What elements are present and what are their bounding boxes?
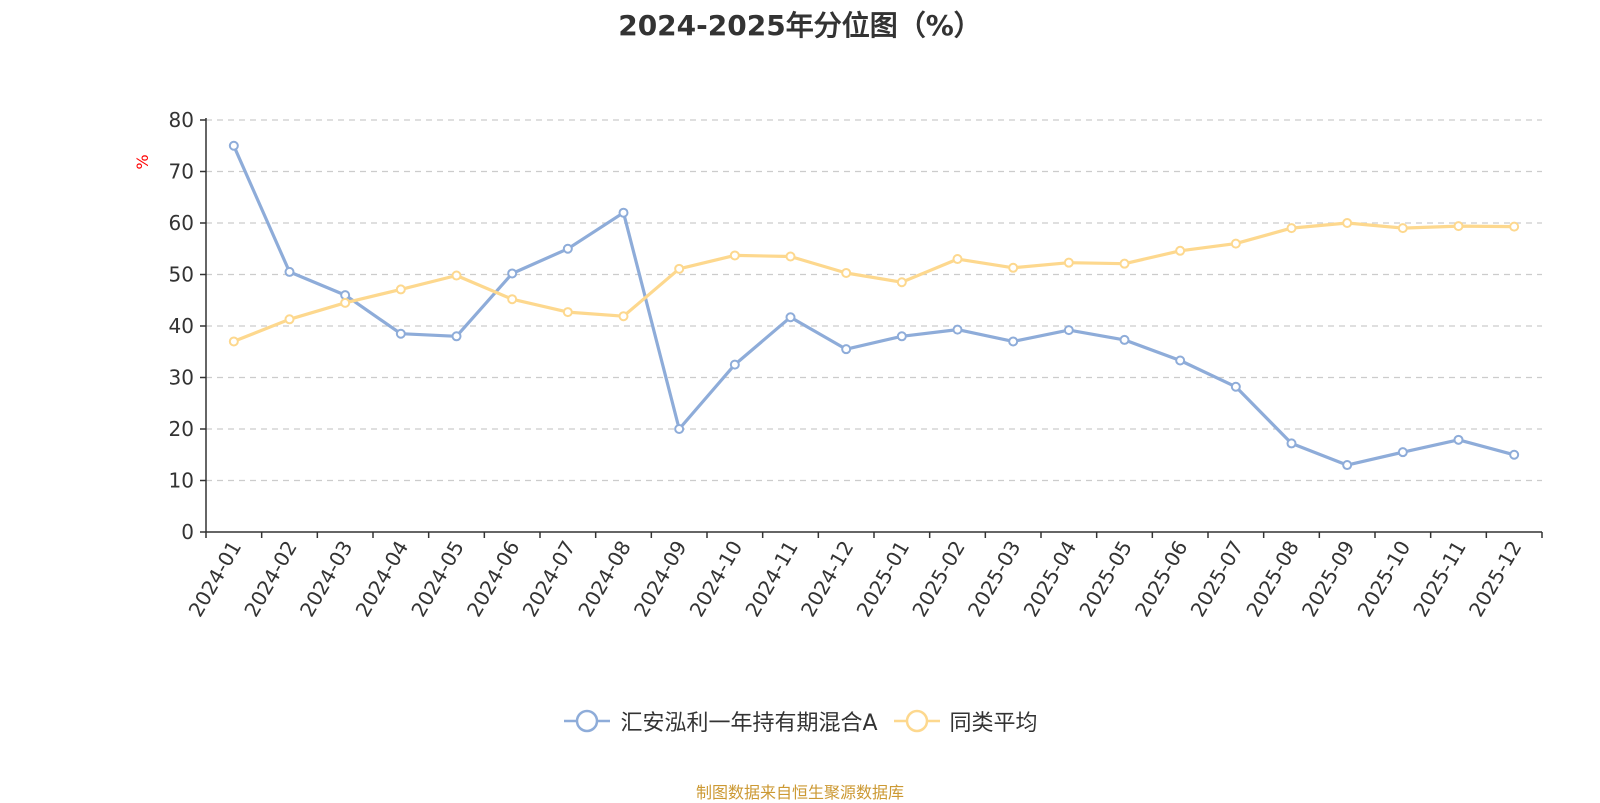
- data-point: [1509, 449, 1520, 460]
- data-point: [1453, 434, 1464, 445]
- data-point: [618, 311, 629, 322]
- x-tick-label: 2024-06: [462, 537, 525, 621]
- data-point: [1397, 223, 1408, 234]
- data-point: [1008, 336, 1019, 347]
- data-point: [507, 294, 518, 305]
- data-point: [1008, 262, 1019, 273]
- y-tick-label: 70: [169, 160, 194, 184]
- x-tick-label: 2024-05: [406, 537, 469, 621]
- data-point: [618, 207, 629, 218]
- data-point: [228, 336, 239, 347]
- data-point: [1063, 325, 1074, 336]
- x-tick-label: 2025-07: [1186, 537, 1249, 621]
- x-tick-label: 2025-08: [1241, 537, 1304, 621]
- y-tick-label: 0: [181, 520, 194, 544]
- data-point: [1453, 221, 1464, 232]
- legend: 汇安泓利一年持有期混合A 同类平均: [0, 705, 1600, 737]
- y-tick-label: 40: [169, 314, 194, 338]
- data-point: [395, 328, 406, 339]
- x-tick-label: 2024-11: [740, 537, 803, 621]
- data-point: [1286, 223, 1297, 234]
- y-tick-label: 80: [169, 108, 194, 132]
- axes: 010203040506070802024-012024-022024-0320…: [169, 108, 1543, 621]
- data-point: [1397, 447, 1408, 458]
- x-tick-label: 2025-12: [1464, 537, 1527, 621]
- data-point: [284, 314, 295, 325]
- data-point: [785, 312, 796, 323]
- x-tick-label: 2024-07: [518, 537, 581, 621]
- data-point: [1175, 245, 1186, 256]
- data-point: [674, 424, 685, 434]
- y-tick-label: 30: [169, 366, 194, 390]
- y-axis-label: %: [133, 154, 152, 169]
- data-point: [1509, 221, 1520, 232]
- data-point: [674, 263, 685, 274]
- data-point: [228, 140, 239, 151]
- data-point: [562, 243, 573, 254]
- legend-label: 汇安泓利一年持有期混合A: [620, 711, 878, 736]
- data-point: [284, 266, 295, 277]
- data-point: [395, 284, 406, 295]
- x-tick-label: 2025-04: [1019, 537, 1082, 621]
- data-point: [729, 250, 740, 261]
- data-point: [1342, 460, 1353, 471]
- data-point: [451, 331, 462, 342]
- data-point: [1063, 257, 1074, 268]
- data-point: [952, 254, 963, 265]
- x-tick-label: 2024-08: [573, 537, 636, 621]
- x-tick-label: 2025-05: [1074, 537, 1137, 621]
- x-tick-label: 2024-01: [184, 537, 247, 621]
- data-point: [896, 277, 907, 288]
- x-tick-label: 2024-03: [295, 537, 358, 621]
- x-tick-label: 2025-09: [1297, 537, 1360, 621]
- series-lines: [228, 140, 1520, 471]
- x-tick-label: 2024-09: [629, 537, 692, 621]
- data-point: [1175, 355, 1186, 366]
- x-tick-label: 2024-10: [685, 537, 748, 621]
- x-tick-label: 2025-06: [1130, 537, 1193, 621]
- legend-swatch-icon: [893, 709, 940, 733]
- legend-swatch-icon: [564, 709, 611, 733]
- x-tick-label: 2024-02: [239, 537, 302, 621]
- y-tick-label: 20: [169, 417, 194, 441]
- chart-title: 2024-2025年分位图（%）: [618, 9, 982, 42]
- data-point: [785, 251, 796, 262]
- data-point: [729, 359, 740, 370]
- x-tick-label: 2024-12: [796, 537, 859, 621]
- data-point: [451, 270, 462, 281]
- legend-item[interactable]: 同类平均: [892, 705, 1038, 737]
- grid-lines: [206, 119, 1542, 482]
- data-point: [507, 268, 518, 279]
- data-point: [841, 267, 852, 278]
- y-tick-label: 50: [169, 263, 194, 287]
- legend-label: 同类平均: [949, 711, 1038, 736]
- y-tick-label: 10: [169, 469, 194, 493]
- y-tick-label: 60: [169, 211, 194, 235]
- x-tick-label: 2025-03: [963, 537, 1026, 621]
- data-point: [841, 344, 852, 355]
- series-line-2: [233, 221, 1515, 343]
- x-tick-label: 2025-10: [1353, 537, 1416, 621]
- x-tick-label: 2025-11: [1408, 537, 1471, 621]
- data-point: [1286, 438, 1297, 449]
- legend-swatch-marker: [905, 709, 928, 733]
- data-point: [952, 324, 963, 335]
- data-point: [1119, 258, 1130, 269]
- data-point: [896, 331, 907, 342]
- x-tick-label: 2024-04: [351, 537, 414, 621]
- data-point: [1230, 381, 1241, 392]
- data-point: [562, 307, 573, 318]
- legend-swatch-marker: [576, 709, 599, 733]
- legend-item[interactable]: 汇安泓利一年持有期混合A: [562, 705, 878, 737]
- data-point: [1230, 238, 1241, 249]
- data-point: [340, 297, 351, 308]
- series-line-1: [232, 145, 1515, 467]
- x-tick-label: 2025-01: [852, 537, 915, 621]
- data-point: [1119, 334, 1130, 345]
- data-point: [1342, 218, 1353, 228]
- source-note: 制图数据来自恒生聚源数据库: [695, 783, 904, 802]
- x-tick-label: 2025-02: [907, 537, 970, 621]
